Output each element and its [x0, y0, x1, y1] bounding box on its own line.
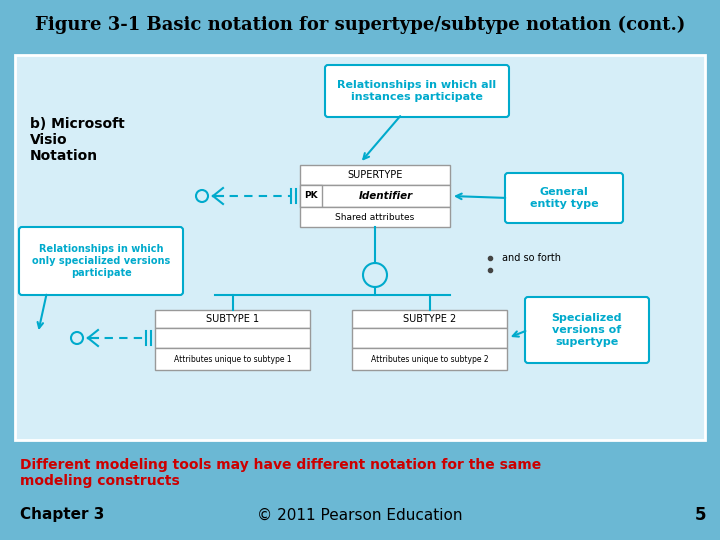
- FancyBboxPatch shape: [525, 297, 649, 363]
- Text: Specialized
versions of
supertype: Specialized versions of supertype: [552, 313, 622, 347]
- Text: General
entity type: General entity type: [530, 187, 598, 209]
- Text: Figure 3-1 Basic notation for supertype/subtype notation (cont.): Figure 3-1 Basic notation for supertype/…: [35, 16, 685, 34]
- Text: Chapter 3: Chapter 3: [20, 508, 104, 523]
- Text: b) Microsoft
Visio
Notation: b) Microsoft Visio Notation: [30, 117, 125, 163]
- FancyBboxPatch shape: [352, 328, 507, 348]
- Text: SUBTYPE 1: SUBTYPE 1: [206, 314, 259, 324]
- FancyBboxPatch shape: [15, 55, 705, 440]
- FancyBboxPatch shape: [300, 185, 450, 207]
- Text: Shared attributes: Shared attributes: [336, 213, 415, 221]
- Text: PK: PK: [304, 192, 318, 200]
- FancyBboxPatch shape: [300, 165, 450, 185]
- Text: Attributes unique to subtype 2: Attributes unique to subtype 2: [371, 354, 488, 363]
- Text: Different modeling tools may have different notation for the same
modeling const: Different modeling tools may have differ…: [20, 458, 541, 488]
- Text: 5: 5: [694, 506, 706, 524]
- FancyBboxPatch shape: [352, 310, 507, 328]
- Text: Attributes unique to subtype 1: Attributes unique to subtype 1: [174, 354, 292, 363]
- FancyBboxPatch shape: [300, 207, 450, 227]
- FancyBboxPatch shape: [352, 348, 507, 370]
- FancyBboxPatch shape: [300, 185, 322, 207]
- Text: Identifier: Identifier: [359, 191, 413, 201]
- Text: Relationships in which
only specialized versions
participate: Relationships in which only specialized …: [32, 245, 170, 278]
- FancyBboxPatch shape: [155, 348, 310, 370]
- Text: and so forth: and so forth: [502, 253, 561, 263]
- FancyBboxPatch shape: [19, 227, 183, 295]
- FancyBboxPatch shape: [505, 173, 623, 223]
- FancyBboxPatch shape: [155, 328, 310, 348]
- Text: SUBTYPE 2: SUBTYPE 2: [403, 314, 456, 324]
- Text: Relationships in which all
instances participate: Relationships in which all instances par…: [338, 80, 497, 102]
- FancyBboxPatch shape: [325, 65, 509, 117]
- Text: SUPERTYPE: SUPERTYPE: [347, 170, 402, 180]
- FancyBboxPatch shape: [155, 310, 310, 328]
- Text: © 2011 Pearson Education: © 2011 Pearson Education: [257, 508, 463, 523]
